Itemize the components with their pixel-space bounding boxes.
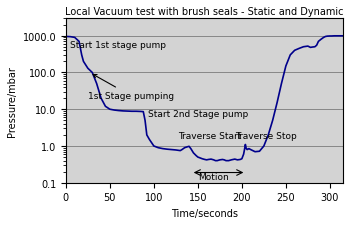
Title: Local Vacuum test with brush seals - Static and Dynamic: Local Vacuum test with brush seals - Sta…	[65, 7, 344, 17]
Text: Traverse Start: Traverse Start	[178, 132, 242, 141]
Text: Traverse Stop: Traverse Stop	[235, 132, 296, 141]
X-axis label: Time/seconds: Time/seconds	[171, 208, 238, 218]
Y-axis label: Pressure/mbar: Pressure/mbar	[7, 66, 17, 136]
Text: Motion: Motion	[198, 172, 229, 181]
Text: 1st Stage pumping: 1st Stage pumping	[88, 75, 174, 101]
Text: Start 1st stage pump: Start 1st stage pump	[70, 41, 166, 50]
Text: Start 2nd Stage pump: Start 2nd Stage pump	[148, 110, 248, 119]
